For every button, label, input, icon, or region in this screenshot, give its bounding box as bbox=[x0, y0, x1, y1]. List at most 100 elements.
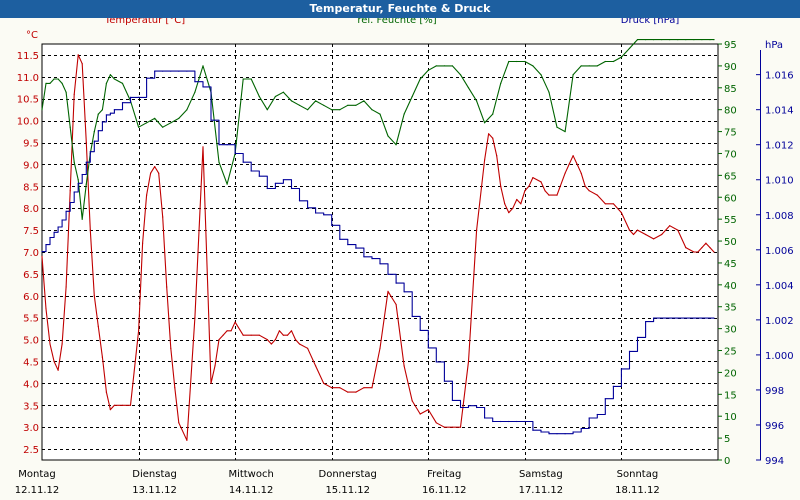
temperature-data-point bbox=[142, 242, 144, 244]
humidity-data-point bbox=[45, 82, 47, 84]
pressure-data-point bbox=[331, 224, 333, 226]
pressure-data-point bbox=[274, 182, 276, 184]
temperature-data-point bbox=[451, 426, 453, 428]
temperature-data-point bbox=[158, 172, 160, 174]
temperature-tick-label: 3.0 bbox=[23, 423, 39, 434]
humidity-data-point bbox=[97, 113, 99, 115]
pressure-data-point bbox=[109, 112, 111, 114]
humidity-data-point bbox=[194, 91, 196, 93]
x-tick-day: Donnerstag bbox=[319, 469, 377, 480]
temperature-data-point bbox=[544, 190, 546, 192]
pressure-data-point bbox=[636, 336, 639, 338]
pressure-data-point bbox=[484, 417, 486, 419]
temperature-tick-label: 5.5 bbox=[23, 314, 39, 325]
humidity-data-point bbox=[685, 39, 687, 41]
pressure-data-point bbox=[138, 96, 140, 98]
temperature-data-point bbox=[411, 400, 413, 402]
temperature-data-point bbox=[508, 212, 510, 214]
pressure-data-point bbox=[532, 429, 534, 431]
humidity-tick-label: 90 bbox=[724, 62, 737, 73]
pressure-data-point bbox=[290, 187, 293, 190]
humidity-data-point bbox=[701, 39, 703, 41]
x-tick-date: 15.11.12 bbox=[325, 485, 370, 496]
humidity-tick-label: 30 bbox=[724, 325, 737, 336]
temperature-data-point bbox=[488, 133, 490, 135]
humidity-data-point bbox=[154, 117, 156, 119]
temperature-data-point bbox=[669, 225, 671, 227]
humidity-tick-label: 70 bbox=[724, 149, 737, 160]
temperature-tick-label: 9.5 bbox=[23, 139, 39, 150]
pressure-data-point bbox=[154, 70, 156, 72]
pressure-data-point bbox=[266, 187, 268, 190]
humidity-tick-label: 5 bbox=[724, 434, 730, 445]
pressure-data-point bbox=[73, 191, 75, 193]
temperature-data-point bbox=[339, 387, 341, 389]
temperature-data-point bbox=[97, 325, 99, 327]
humidity-data-point bbox=[53, 78, 55, 80]
pressure-data-point bbox=[170, 70, 172, 72]
temperature-data-point bbox=[713, 251, 715, 253]
humidity-data-point bbox=[564, 131, 566, 133]
humidity-data-point bbox=[540, 74, 542, 76]
temperature-data-point bbox=[564, 172, 566, 174]
temperature-data-point bbox=[61, 343, 63, 345]
humidity-data-point bbox=[709, 39, 711, 41]
pressure-data-point bbox=[226, 144, 228, 146]
pressure-data-point bbox=[101, 121, 103, 123]
humidity-data-point bbox=[556, 126, 558, 128]
humidity-tick-label: 15 bbox=[724, 390, 737, 401]
humidity-tick-label: 0 bbox=[724, 456, 730, 467]
temperature-data-point bbox=[53, 360, 55, 363]
pressure-tick-label: 1.008 bbox=[765, 211, 794, 222]
pressure-data-point bbox=[258, 175, 260, 177]
temperature-data-point bbox=[290, 330, 293, 332]
humidity-data-point bbox=[604, 60, 606, 63]
humidity-data-point bbox=[451, 65, 453, 67]
temperature-data-point bbox=[387, 290, 389, 292]
temperature-axis-title: Temperatur [°C] bbox=[104, 18, 185, 26]
pressure-data-point bbox=[701, 317, 703, 319]
temperature-data-point bbox=[701, 247, 703, 249]
temperature-data-point bbox=[685, 247, 687, 249]
pressure-data-point bbox=[210, 119, 212, 121]
pressure-data-point bbox=[162, 70, 164, 72]
humidity-axis-title: rel. Feuchte [%] bbox=[357, 18, 436, 26]
temperature-data-point bbox=[632, 233, 635, 236]
pressure-data-point bbox=[65, 210, 67, 212]
humidity-data-point bbox=[202, 65, 204, 67]
temperature-data-point bbox=[677, 229, 679, 231]
humidity-data-point bbox=[395, 144, 397, 146]
temperature-data-point bbox=[709, 247, 711, 249]
temperature-data-point bbox=[282, 334, 284, 336]
humidity-data-point bbox=[266, 109, 268, 111]
temperature-data-point bbox=[604, 203, 606, 205]
temperature-data-point bbox=[154, 166, 156, 168]
temperature-tick-label: 2.5 bbox=[23, 445, 39, 456]
humidity-data-point bbox=[162, 126, 164, 128]
temperature-tick-label: 4.5 bbox=[23, 357, 39, 368]
temperature-data-point bbox=[355, 391, 357, 393]
humidity-data-point bbox=[363, 100, 365, 102]
temperature-data-point bbox=[77, 54, 79, 56]
temperature-data-point bbox=[323, 382, 325, 384]
pressure-data-point bbox=[323, 214, 325, 216]
temperature-data-point bbox=[371, 387, 373, 389]
humidity-data-point bbox=[653, 39, 655, 41]
humidity-data-point bbox=[81, 218, 83, 220]
pressure-axis-title: Druck [hPa] bbox=[621, 18, 680, 26]
temperature-data-point bbox=[636, 229, 639, 231]
pressure-tick-label: 1.000 bbox=[765, 351, 794, 362]
pressure-data-point bbox=[677, 317, 679, 319]
temperature-data-point bbox=[174, 387, 176, 389]
temperature-data-point bbox=[532, 177, 534, 179]
pressure-data-point bbox=[685, 317, 687, 319]
pressure-data-point bbox=[129, 96, 132, 98]
humidity-data-point bbox=[443, 65, 445, 67]
temperature-data-point bbox=[214, 365, 216, 367]
humidity-data-point bbox=[580, 65, 582, 67]
temperature-data-point bbox=[162, 216, 164, 218]
pressure-data-point bbox=[81, 173, 83, 176]
pressure-data-point bbox=[669, 317, 671, 319]
pressure-data-point bbox=[218, 144, 220, 146]
temperature-data-point bbox=[109, 409, 111, 411]
